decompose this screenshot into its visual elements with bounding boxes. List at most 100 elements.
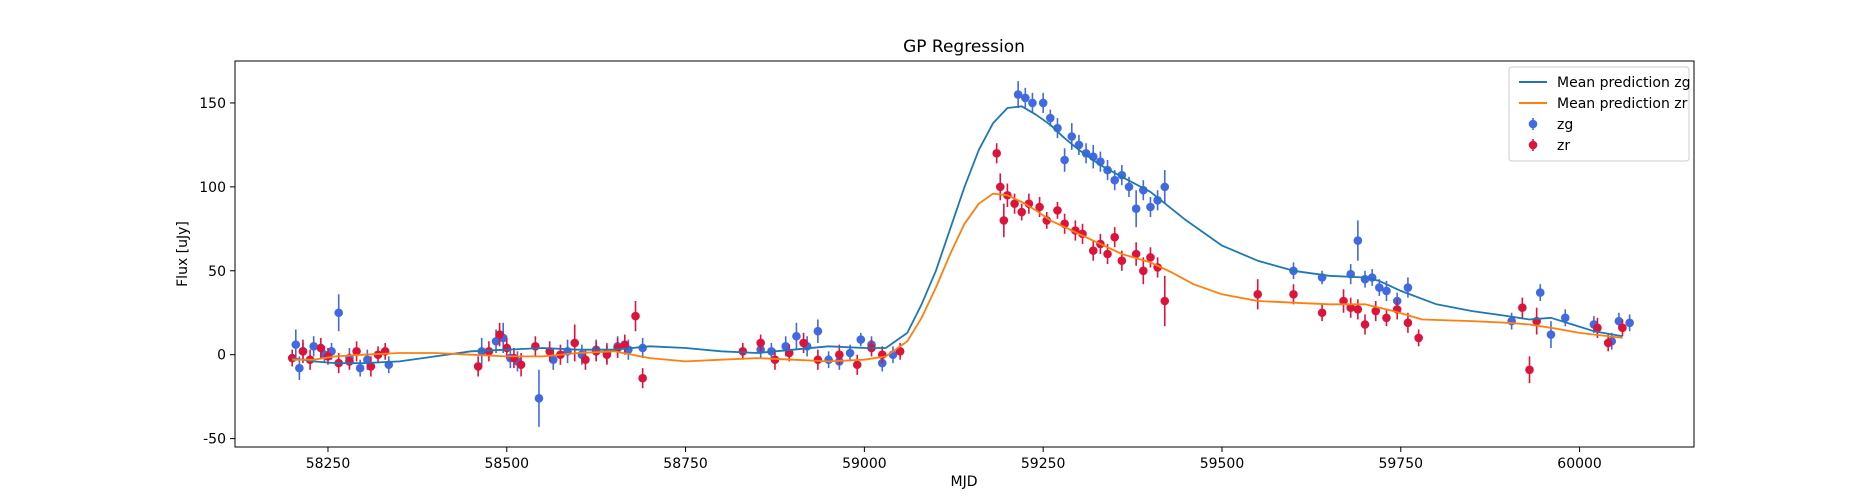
data-point-zr xyxy=(1017,207,1027,217)
data-point-zg xyxy=(1360,274,1370,284)
y-axis-label: Flux [uJy] xyxy=(175,221,191,287)
data-point-zr xyxy=(570,338,580,348)
data-point-zr xyxy=(1042,216,1052,225)
data-point-zr xyxy=(1414,333,1423,343)
data-point-zr xyxy=(852,360,862,370)
data-point-zg xyxy=(856,335,866,344)
data-point-zr xyxy=(1103,249,1112,259)
data-point-zr xyxy=(638,373,647,383)
data-point-zg xyxy=(845,348,855,358)
data-point-zg xyxy=(813,326,823,336)
data-point-zr xyxy=(1339,296,1348,306)
data-point-zr xyxy=(1117,256,1127,266)
data-point-zr xyxy=(1403,318,1413,328)
data-point-zg xyxy=(1614,316,1624,326)
series-line-mean-prediction-zg xyxy=(292,105,1623,364)
data-point-zg xyxy=(1382,286,1391,296)
legend-swatch-zr xyxy=(1528,140,1538,150)
data-point-zr xyxy=(1110,232,1119,242)
data-point-zr xyxy=(799,338,808,348)
data-point-zg xyxy=(1546,330,1556,339)
legend-swatch-zg xyxy=(1528,119,1538,129)
data-point-zg xyxy=(534,394,544,403)
data-point-zg xyxy=(1160,182,1170,192)
chart-title: GP Regression xyxy=(903,37,1025,57)
data-point-zr xyxy=(1525,365,1534,375)
data-point-zg xyxy=(334,308,344,318)
data-point-zr xyxy=(366,362,376,371)
legend: Mean prediction zg Mean prediction zr zg zr xyxy=(1508,66,1691,162)
x-tick-label: 60000 xyxy=(1557,456,1602,472)
axes: 58250 58500 58750 59000 59250 59500 59750 60000… xyxy=(199,96,1602,472)
data-point-zr xyxy=(502,343,512,353)
legend-label-mean-prediction-zr: Mean prediction zr xyxy=(1557,96,1688,112)
data-point-zg xyxy=(1067,132,1077,141)
data-point-zg xyxy=(824,355,833,365)
data-point-zg xyxy=(877,358,887,368)
data-point-zg xyxy=(1013,90,1023,99)
data-point-zr xyxy=(1518,303,1527,313)
data-point-zr xyxy=(1131,249,1141,259)
x-tick-label: 59500 xyxy=(1200,456,1245,472)
data-point-zr xyxy=(999,216,1009,225)
data-point-zg xyxy=(1046,113,1055,123)
data-point-zr xyxy=(1618,323,1627,333)
data-point-zr xyxy=(756,338,765,348)
data-point-zg xyxy=(1110,175,1119,185)
data-point-zg xyxy=(1131,204,1141,213)
data-point-zg xyxy=(638,343,647,353)
data-point-zr xyxy=(1360,320,1370,329)
data-point-zg xyxy=(1353,236,1363,245)
x-tick-label: 59000 xyxy=(842,456,887,472)
series-line-mean-prediction-zr xyxy=(292,192,1623,363)
data-point-zg xyxy=(1020,93,1030,103)
data-point-zr xyxy=(631,311,640,321)
data-point-zg xyxy=(1060,155,1069,165)
plot-area xyxy=(287,81,1634,427)
data-point-zg xyxy=(363,355,372,365)
data-point-zg xyxy=(1028,98,1037,108)
data-point-zr xyxy=(581,355,590,365)
x-tick-label: 58500 xyxy=(485,456,530,472)
data-point-zg xyxy=(355,363,365,373)
y-tick-label: 50 xyxy=(208,264,226,280)
y-tick-label: 150 xyxy=(199,96,226,112)
plot-frame xyxy=(234,60,1695,448)
data-point-zr xyxy=(995,182,1005,192)
data-point-zr xyxy=(1593,323,1602,333)
y-tick-label: 0 xyxy=(217,348,226,364)
data-point-zg xyxy=(1625,318,1634,328)
data-point-zr xyxy=(895,347,905,356)
legend-label-zg: zg xyxy=(1557,117,1573,133)
data-point-zr xyxy=(1382,313,1391,323)
data-point-zr xyxy=(352,347,361,356)
x-tick-label: 58250 xyxy=(306,456,351,472)
x-axis-label: MJD xyxy=(951,474,978,490)
data-point-zr xyxy=(1160,296,1170,306)
data-point-zg xyxy=(1138,185,1148,195)
data-point-zr xyxy=(1146,253,1155,262)
legend-box xyxy=(1508,66,1690,162)
data-point-zr xyxy=(509,353,519,363)
data-point-zr xyxy=(1603,338,1613,348)
data-point-zg xyxy=(1403,283,1413,292)
x-tick-label: 58750 xyxy=(663,456,708,472)
data-point-zr xyxy=(738,347,748,356)
data-point-zr xyxy=(1371,306,1381,316)
x-tick-label: 59250 xyxy=(1021,456,1066,472)
data-point-zg xyxy=(1375,283,1384,292)
data-point-zr xyxy=(473,362,483,371)
data-point-zr xyxy=(298,347,308,356)
data-point-zg xyxy=(1535,288,1545,297)
data-point-zr xyxy=(1346,303,1356,313)
data-point-zr xyxy=(835,350,844,359)
data-point-zg xyxy=(781,342,791,351)
data-point-zg xyxy=(792,331,801,341)
data-point-zg xyxy=(1146,202,1155,212)
data-point-zr xyxy=(1253,289,1263,299)
data-point-zr xyxy=(1088,246,1098,255)
data-point-zg xyxy=(295,363,304,373)
data-point-zr xyxy=(316,343,326,353)
data-point-zr xyxy=(495,330,504,339)
